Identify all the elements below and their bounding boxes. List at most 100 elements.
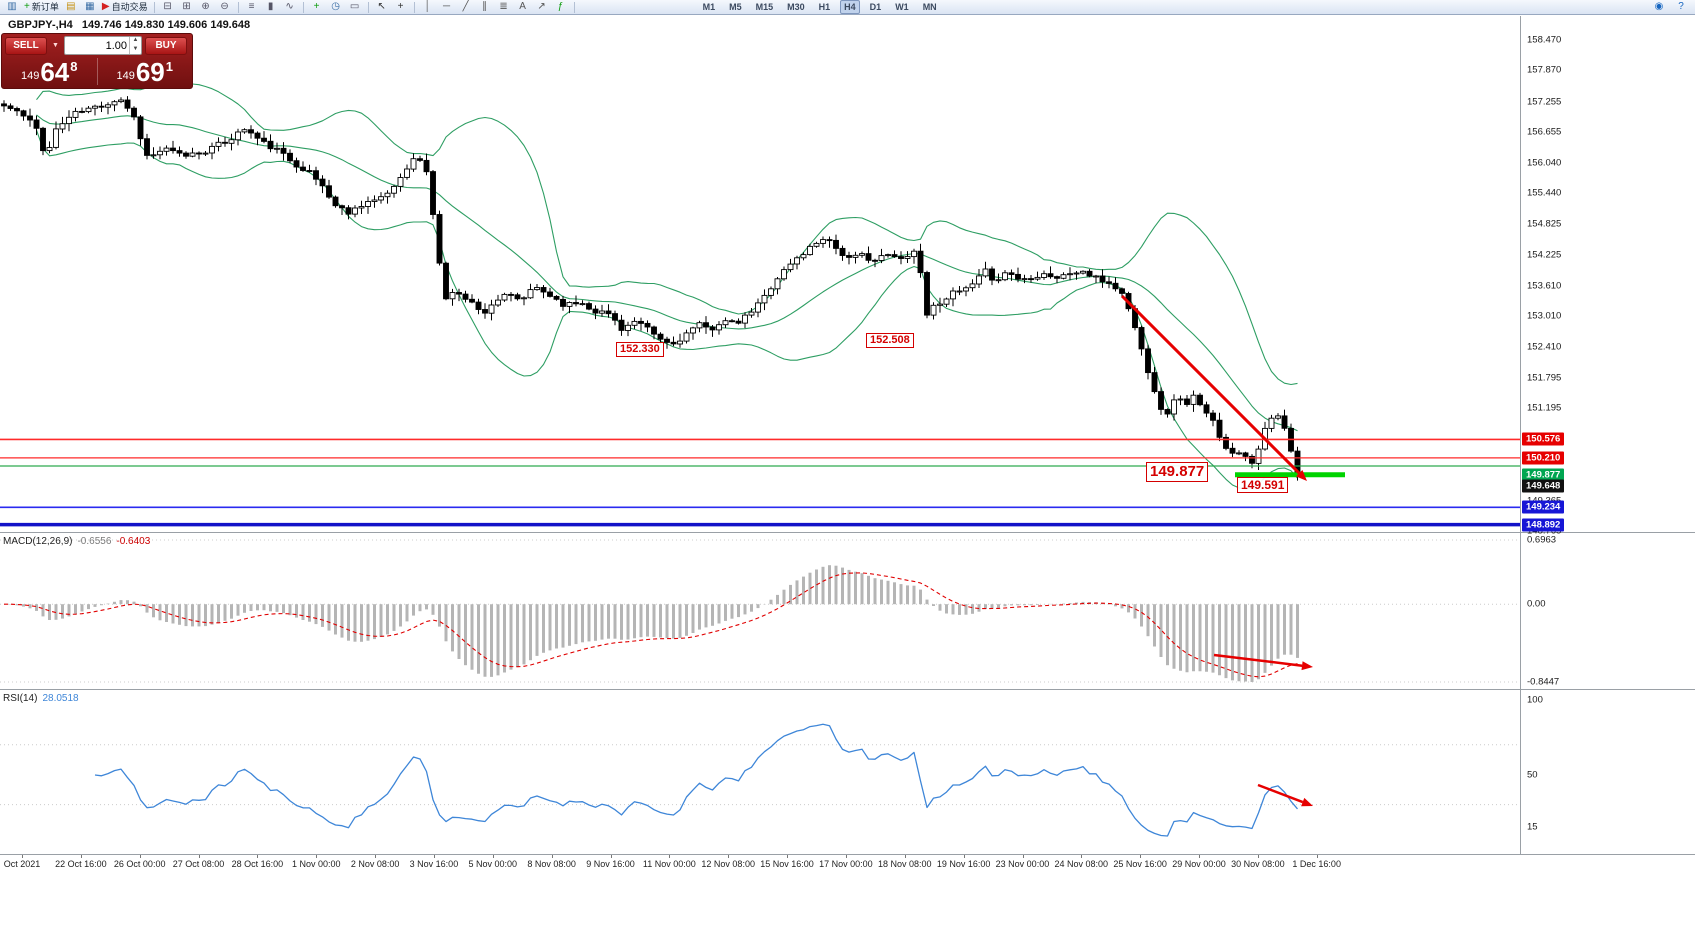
macd-axis-label: 0.6963 — [1527, 534, 1557, 546]
tile-windows-icon[interactable]: ⊞ — [178, 1, 196, 14]
zoom-in-icon[interactable]: ⊕ — [197, 1, 215, 14]
price-axis-label: 152.410 — [1527, 341, 1562, 353]
time-axis-label: 5 Nov 00:00 — [468, 859, 518, 869]
price-axis-label: 156.655 — [1527, 126, 1562, 138]
new-chart-icon[interactable]: + — [308, 1, 326, 14]
rsi-indicator-panel: RSI(14) 28.0518 — [0, 690, 1520, 854]
templates-icon[interactable]: ▭ — [346, 1, 364, 14]
buy-price-button[interactable]: 149 69 1 — [98, 56, 193, 87]
price-divider — [96, 58, 98, 85]
arrows-icon[interactable]: ↗ — [533, 1, 551, 14]
cascade-windows-icon[interactable]: ⊟ — [159, 1, 177, 14]
volume-dropdown-caret[interactable]: ▼ — [52, 42, 59, 49]
autotrading-button[interactable]: ▶ 自动交易 — [100, 1, 150, 14]
indicators-icon[interactable]: ƒ — [552, 1, 570, 14]
timeframe-button-m5[interactable]: M5 — [729, 2, 742, 12]
fibonacci-icon[interactable]: ≣ — [495, 1, 513, 14]
buy-button[interactable]: BUY — [145, 36, 187, 55]
new-order-button-label: 新订单 — [31, 1, 59, 12]
timeframe-button-m15[interactable]: M15 — [755, 2, 774, 12]
one-click-prices: 149 64 8 149 69 1 — [2, 56, 192, 87]
new-order-button[interactable]: + 新订单 — [22, 1, 61, 14]
cursor-icon[interactable]: ↖ — [373, 1, 391, 14]
channel-icon[interactable]: ∥ — [476, 1, 494, 14]
toolbar-separator — [413, 1, 415, 13]
volume-down-button[interactable]: ▼ — [132, 45, 139, 52]
price-label-flag[interactable]: 152.508 — [866, 333, 914, 349]
macd-canvas[interactable] — [0, 533, 1520, 689]
time-axis-tick — [963, 855, 965, 858]
line-chart-icon[interactable]: ∿ — [281, 1, 299, 14]
price-axis-label: 156.040 — [1527, 157, 1562, 169]
time-axis-tick — [728, 855, 730, 858]
panel-separator[interactable] — [0, 532, 1695, 533]
chart-window-icon[interactable]: ▤ — [62, 1, 80, 14]
price-axis-label: 149.365 — [1527, 495, 1561, 506]
time-axis-tick — [551, 855, 553, 858]
volume-control: ▲ ▼ — [64, 36, 142, 55]
timeframe-button-m1[interactable]: M1 — [702, 2, 716, 12]
vertical-line-icon[interactable]: │ — [419, 1, 437, 14]
fibonacci-icon-glyph: ≣ — [499, 1, 508, 12]
profiles-icon[interactable]: ▦ — [81, 1, 99, 14]
tile-windows-icon-glyph: ⊞ — [182, 1, 191, 12]
timeframe-button-h4[interactable]: H4 — [840, 0, 860, 14]
timeframe-button-mn[interactable]: MN — [922, 2, 937, 12]
price-label-flag[interactable]: 149.591 — [1237, 477, 1289, 494]
rsi-canvas[interactable] — [0, 690, 1520, 854]
price-label-flag[interactable]: 152.330 — [616, 342, 664, 358]
bar-chart-icon[interactable]: ≡ — [243, 1, 261, 14]
time-axis-label: 29 Nov 00:00 — [1172, 859, 1226, 869]
time-axis-tick — [669, 855, 671, 858]
terminal-icon[interactable]: ▥ — [3, 1, 21, 14]
help-icon[interactable]: ? — [1678, 1, 1684, 12]
timeframe-button-m30[interactable]: M30 — [787, 2, 805, 12]
time-axis-label: 30 Nov 08:00 — [1231, 859, 1285, 869]
macd-label: MACD(12,26,9) -0.6556 -0.6403 — [3, 536, 155, 547]
timeframe-button-h1[interactable]: H1 — [818, 2, 831, 12]
trendline-icon[interactable]: ╱ — [457, 1, 475, 14]
connection-icon[interactable]: ◉ — [1654, 1, 1664, 12]
period-icon[interactable]: ◷ — [327, 1, 345, 14]
time-axis-label: 24 Nov 08:00 — [1054, 859, 1109, 869]
toolbar-right-group: ◉? — [1650, 1, 1692, 14]
price-axis-box: 149.234 — [1522, 500, 1565, 514]
macd-axis-label: 0.00 — [1527, 598, 1546, 610]
autotrading-button-label: 自动交易 — [111, 1, 148, 12]
zoom-out-icon[interactable]: ⊖ — [216, 1, 234, 14]
time-axis-tick — [492, 855, 494, 858]
one-click-controls: SELL ▼ ▲ ▼ BUY — [2, 34, 192, 56]
macd-name: MACD(12,26,9) — [3, 536, 73, 547]
sell-price-sup: 8 — [70, 59, 78, 74]
candlestick-chart-icon[interactable]: ▮ — [262, 1, 280, 14]
time-axis-tick — [139, 855, 141, 858]
time-axis-tick — [1081, 855, 1083, 858]
toolbar-separator — [237, 1, 239, 13]
crosshair-icon-glyph: + — [397, 1, 404, 12]
text-icon[interactable]: A — [514, 1, 532, 14]
price-chart-canvas[interactable] — [0, 16, 1520, 532]
timeframe-button-d1[interactable]: D1 — [869, 2, 882, 12]
panel-separator — [0, 854, 1695, 855]
buy-price-big: 69 — [135, 57, 165, 87]
volume-up-button[interactable]: ▲ — [132, 37, 139, 43]
sell-price-button[interactable]: 149 64 8 — [2, 56, 97, 87]
time-axis-label: 19 Nov 16:00 — [936, 859, 991, 869]
volume-input[interactable] — [65, 37, 129, 54]
horizontal-line-icon[interactable]: ─ — [438, 1, 456, 14]
macd-value-signal: -0.6403 — [116, 536, 151, 547]
price-axis[interactable]: 158.470 157.870 157.255 156.655 156.040 155.4… — [1521, 0, 1695, 875]
price-label-flag[interactable]: 149.877 — [1146, 462, 1209, 482]
time-axis-label: 9 Nov 16:00 — [586, 859, 635, 869]
time-axis[interactable]: Oct 2021 22 Oct 16:00 26 Oct 00:00 27 Oct 0… — [0, 855, 1695, 875]
sell-price-prefix: 149 — [20, 70, 40, 82]
crosshair-icon[interactable]: + — [392, 1, 410, 14]
sell-button[interactable]: SELL — [5, 36, 47, 55]
price-axis-label: 154.825 — [1527, 218, 1562, 230]
price-axis-box: 150.576 — [1522, 432, 1565, 446]
arrows-icon-glyph: ↗ — [537, 1, 546, 12]
timeframe-button-w1[interactable]: W1 — [895, 2, 909, 12]
time-axis-tick — [22, 855, 23, 858]
time-axis-label: 28 Oct 16:00 — [231, 859, 284, 869]
panel-separator[interactable] — [0, 689, 1695, 690]
